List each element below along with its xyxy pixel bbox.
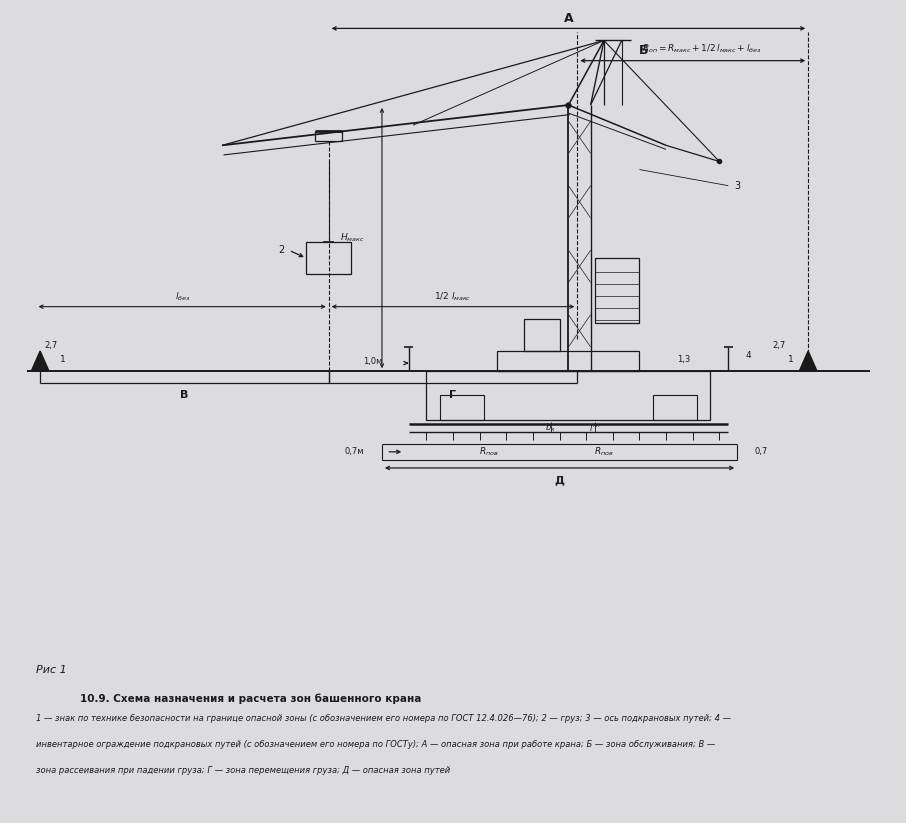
Text: $R_{пов}$: $R_{пов}$ [478, 445, 498, 458]
Text: 1: 1 [60, 355, 65, 364]
Text: Г: Г [449, 390, 457, 400]
Text: $b_к$: $b_к$ [545, 421, 556, 434]
Polygon shape [799, 351, 817, 371]
Text: 2,7: 2,7 [44, 341, 58, 350]
Text: В: В [180, 390, 188, 400]
Bar [427, 371, 710, 420]
Text: $1/2\ l_{макс}$: $1/2\ l_{макс}$ [434, 291, 472, 303]
Bar [497, 351, 640, 371]
Text: 0,7: 0,7 [755, 448, 768, 456]
Bar [595, 258, 640, 323]
Polygon shape [31, 351, 49, 371]
Text: 1 — знак по технике безопасности на границе опасной зоны (с обозначением его ном: 1 — знак по технике безопасности на гран… [35, 714, 731, 723]
Text: 3: 3 [734, 181, 740, 191]
Text: Рис 1: Рис 1 [35, 665, 66, 675]
Text: $l_{без}$: $l_{без}$ [175, 291, 190, 303]
Text: $H_{макс}$: $H_{макс}$ [340, 232, 364, 244]
Text: А: А [564, 12, 573, 26]
Text: 4: 4 [746, 351, 752, 360]
Text: 1,3: 1,3 [677, 355, 690, 364]
Text: $R_{оп}=R_{макс}+1/2\,l_{макс}+l_{без}$: $R_{оп}=R_{макс}+1/2\,l_{макс}+l_{без}$ [641, 42, 761, 55]
Text: Д: Д [554, 475, 564, 485]
Text: 1: 1 [787, 355, 794, 364]
Text: инвентарное ограждение подкрановых путей (с обозначением его номера по ГОСТу); А: инвентарное ограждение подкрановых путей… [35, 740, 715, 749]
Bar [439, 395, 484, 420]
Text: Б: Б [639, 44, 649, 58]
Text: 1,0м: 1,0м [362, 357, 382, 366]
Text: $l^{пп}$: $l^{пп}$ [589, 422, 602, 433]
Bar [306, 242, 351, 274]
Text: 0,7м: 0,7м [344, 448, 364, 456]
Text: 10.9. Схема назначения и расчета зон башенного крана: 10.9. Схема назначения и расчета зон баш… [80, 694, 421, 704]
Bar [652, 395, 698, 420]
Text: зона рассеивания при падении груза; Г — зона перемещения груза; Д — опасная зона: зона рассеивания при падении груза; Г — … [35, 765, 450, 774]
Text: 2: 2 [278, 245, 284, 255]
Text: 2,7: 2,7 [773, 341, 786, 350]
Text: $R_{пов}$: $R_{пов}$ [594, 445, 613, 458]
Bar [524, 319, 560, 351]
